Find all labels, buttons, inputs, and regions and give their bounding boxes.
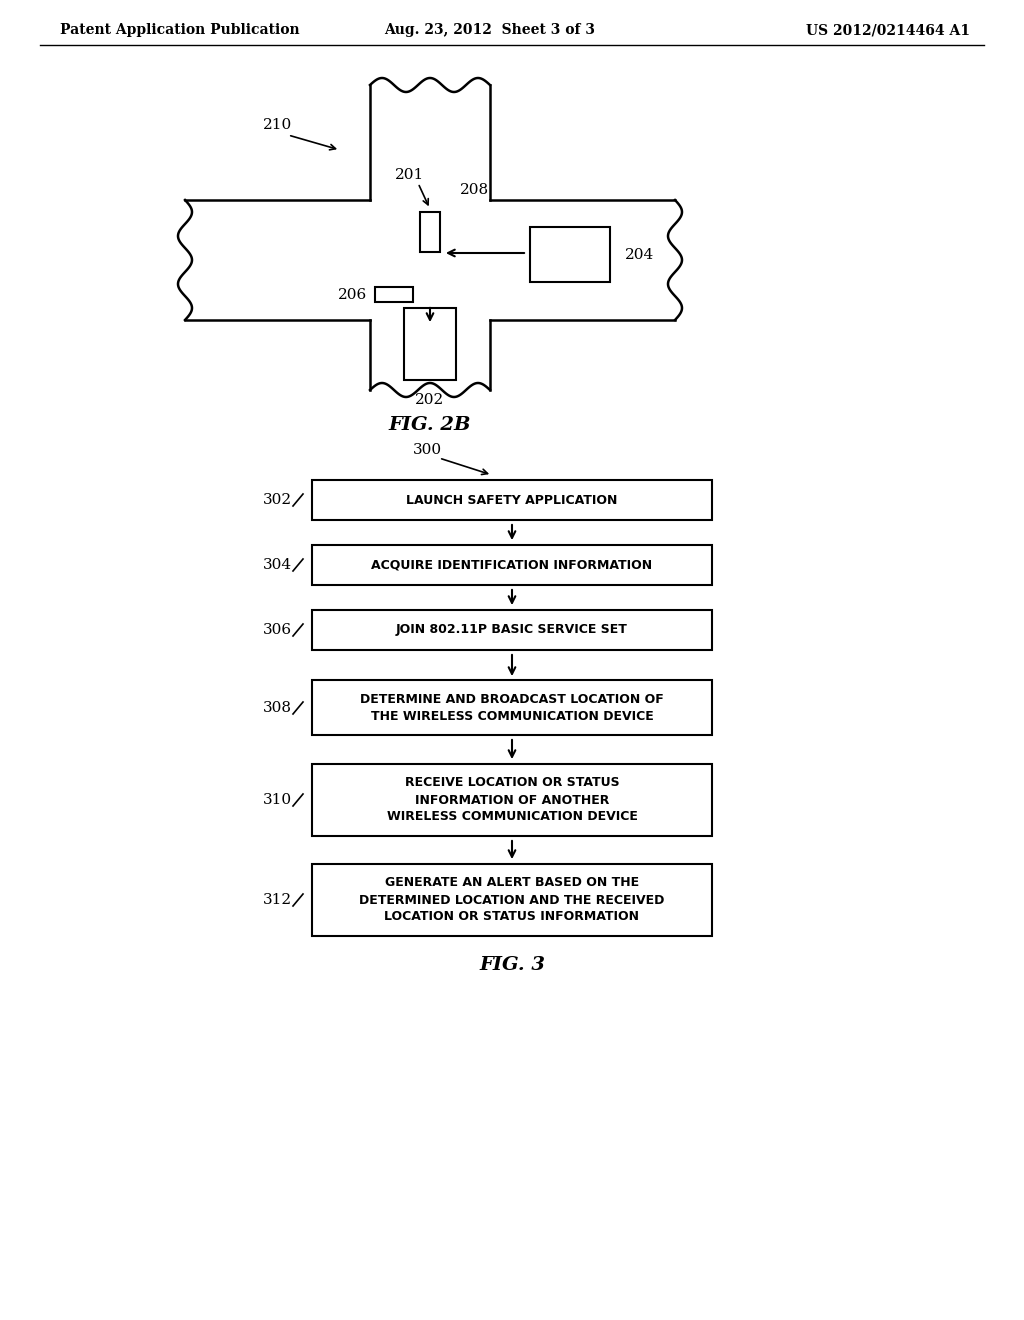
Text: JOIN 802.11P BASIC SERVICE SET: JOIN 802.11P BASIC SERVICE SET [396, 623, 628, 636]
Text: 300: 300 [413, 444, 441, 457]
Bar [530, 227, 610, 282]
Text: US 2012/0214464 A1: US 2012/0214464 A1 [806, 22, 970, 37]
Bar [312, 480, 712, 520]
Text: 312: 312 [263, 894, 292, 907]
Text: 206: 206 [338, 288, 367, 302]
Text: FIG. 3: FIG. 3 [479, 956, 545, 974]
Text: RECEIVE LOCATION OR STATUS
INFORMATION OF ANOTHER
WIRELESS COMMUNICATION DEVICE: RECEIVE LOCATION OR STATUS INFORMATION O… [387, 776, 637, 824]
Text: 310: 310 [263, 793, 292, 807]
Bar [312, 610, 712, 649]
Text: DETERMINE AND BROADCAST LOCATION OF
THE WIRELESS COMMUNICATION DEVICE: DETERMINE AND BROADCAST LOCATION OF THE … [360, 693, 664, 723]
Bar [375, 286, 413, 302]
Text: 304: 304 [263, 558, 292, 572]
Text: 210: 210 [263, 117, 293, 132]
Text: GENERATE AN ALERT BASED ON THE
DETERMINED LOCATION AND THE RECEIVED
LOCATION OR : GENERATE AN ALERT BASED ON THE DETERMINE… [359, 876, 665, 924]
Bar [312, 865, 712, 936]
Text: 202: 202 [416, 393, 444, 407]
Bar [420, 213, 440, 252]
Text: LAUNCH SAFETY APPLICATION: LAUNCH SAFETY APPLICATION [407, 494, 617, 507]
Bar [312, 680, 712, 735]
Text: Patent Application Publication: Patent Application Publication [60, 22, 300, 37]
Text: 204: 204 [625, 248, 654, 261]
Bar [312, 764, 712, 836]
Text: Aug. 23, 2012  Sheet 3 of 3: Aug. 23, 2012 Sheet 3 of 3 [384, 22, 596, 37]
Text: FIG. 2B: FIG. 2B [389, 416, 471, 434]
Text: 201: 201 [395, 168, 425, 182]
Text: 308: 308 [263, 701, 292, 715]
Text: 208: 208 [460, 183, 489, 197]
Text: ACQUIRE IDENTIFICATION INFORMATION: ACQUIRE IDENTIFICATION INFORMATION [372, 558, 652, 572]
Text: 302: 302 [263, 492, 292, 507]
Bar [404, 308, 456, 380]
Bar [312, 545, 712, 585]
Text: 306: 306 [263, 623, 292, 638]
